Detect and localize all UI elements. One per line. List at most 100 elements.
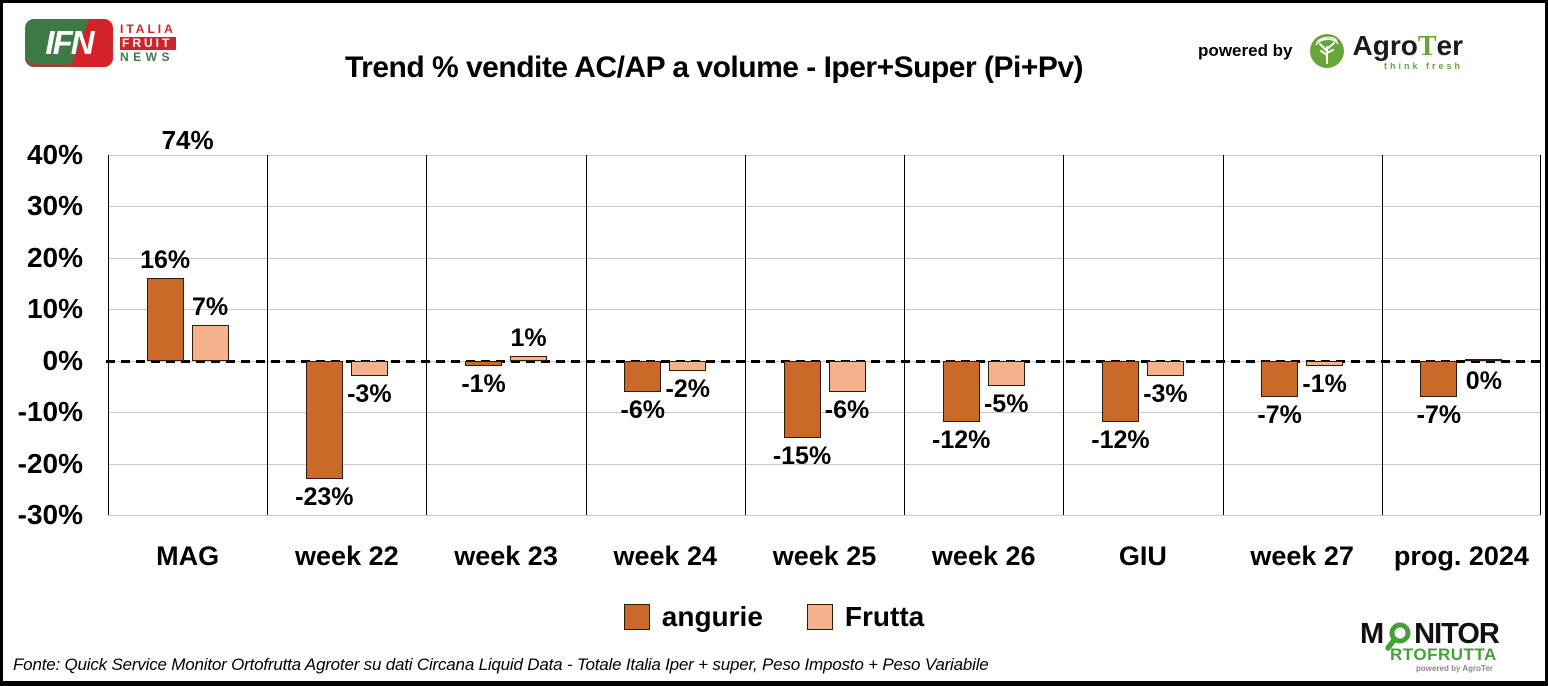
y-tick-label: -30% bbox=[17, 499, 83, 530]
powered-by-block: powered by AgroTer think fresh bbox=[1198, 31, 1463, 71]
bar-Frutta-prog. 2024 bbox=[1465, 358, 1503, 361]
legend-swatch-angurie bbox=[623, 604, 650, 630]
y-tick-label: 30% bbox=[26, 190, 83, 222]
bar-Frutta-week 26 bbox=[987, 360, 1025, 387]
ifn-word-news: NEWS bbox=[120, 49, 174, 64]
y-tick-label: 40% bbox=[26, 139, 83, 170]
bar-Frutta-week 25 bbox=[828, 360, 866, 392]
data-label: 1% bbox=[510, 323, 547, 352]
gridline bbox=[108, 515, 1541, 516]
x-tick-label: week 27 bbox=[1250, 541, 1354, 571]
data-label: -5% bbox=[983, 390, 1029, 419]
category-separator bbox=[426, 155, 428, 515]
bar-angurie-week 26 bbox=[942, 360, 980, 423]
category-separator bbox=[904, 155, 906, 515]
monitor-line1: M NITOR bbox=[1360, 618, 1500, 651]
ifn-wordmark: ITALIA FRUIT NEWS bbox=[120, 21, 176, 64]
data-label: 0% bbox=[1465, 366, 1502, 395]
bar-angurie-week 24 bbox=[624, 360, 662, 392]
y-tick-label: 0% bbox=[42, 344, 83, 376]
data-label: -12% bbox=[1091, 426, 1150, 455]
x-tick-label: GIU bbox=[1118, 541, 1167, 571]
powered-by-label: powered by bbox=[1198, 41, 1293, 60]
y-axis: 40% 30% 20% 10% 0% -10% -20% -30% bbox=[3, 139, 93, 530]
bar-angurie-GIU bbox=[1101, 360, 1139, 423]
agroter-logo: AgroTer think fresh bbox=[1307, 31, 1463, 71]
agroter-name: AgroTer bbox=[1352, 29, 1463, 62]
bar-Frutta-week 23 bbox=[510, 355, 548, 361]
bar-angurie-MAG bbox=[146, 278, 184, 361]
data-label: -3% bbox=[347, 380, 392, 409]
ifn-acronym: IFN bbox=[45, 24, 94, 61]
gridline bbox=[108, 206, 1541, 208]
ifn-word-italia: ITALIA bbox=[120, 21, 176, 36]
plot-right-edge bbox=[1540, 155, 1541, 515]
y-tick-label: -20% bbox=[17, 447, 83, 479]
data-label: -12% bbox=[932, 426, 991, 455]
bar-angurie-week 27 bbox=[1261, 360, 1299, 397]
data-label: -6% bbox=[824, 395, 870, 424]
legend-item-angurie: angurie bbox=[623, 601, 763, 633]
gridline bbox=[108, 257, 1541, 259]
monitor-line2: RTOFRUTTA bbox=[1390, 645, 1497, 664]
category-separator bbox=[1381, 155, 1383, 515]
bar-angurie-week 25 bbox=[783, 360, 821, 438]
monitor-ortofrutta-logo: M NITOR RTOFRUTTA powered by AgroTer bbox=[1360, 620, 1535, 673]
legend-label-frutta: Frutta bbox=[844, 601, 925, 632]
ifn-logo: IFN ITALIA FRUIT NEWS bbox=[25, 19, 176, 67]
data-label: -7% bbox=[1416, 400, 1462, 429]
x-tick-label: week 25 bbox=[772, 541, 877, 571]
legend-swatch-frutta bbox=[806, 604, 833, 630]
bar-Frutta-GIU bbox=[1146, 360, 1184, 377]
x-axis: MAG week 22 week 23 week 24 week 25 week 26 GI… bbox=[108, 541, 1541, 579]
x-tick-label: MAG bbox=[156, 541, 220, 571]
x-tick-label: week 24 bbox=[613, 541, 718, 571]
legend-label-angurie: angurie bbox=[661, 601, 763, 632]
annotation-label: 74% bbox=[161, 125, 214, 155]
plot-left-edge bbox=[108, 155, 109, 515]
legend: angurie Frutta bbox=[3, 601, 1545, 633]
data-label: -3% bbox=[1143, 380, 1188, 409]
data-label: -1% bbox=[461, 369, 506, 398]
data-label: 16% bbox=[140, 246, 191, 275]
bar-angurie-week 22 bbox=[305, 360, 343, 479]
bar-angurie-prog. 2024 bbox=[1420, 360, 1458, 397]
data-label: -23% bbox=[295, 483, 354, 511]
bar-angurie-week 23 bbox=[465, 360, 503, 366]
gridline bbox=[108, 309, 1541, 311]
zero-line bbox=[106, 359, 1545, 363]
ifn-word-fruit: FRUIT bbox=[120, 36, 176, 50]
bar-Frutta-week 24 bbox=[669, 360, 707, 371]
agroter-wordmark: AgroTer think fresh bbox=[1352, 29, 1463, 71]
category-separator bbox=[1222, 155, 1224, 515]
chart-title: Trend % vendite AC/AP a volume - Iper+Su… bbox=[344, 51, 1084, 84]
magnifier-icon bbox=[1385, 622, 1411, 651]
gridline bbox=[108, 412, 1541, 414]
tree-icon bbox=[1309, 34, 1344, 68]
category-separator bbox=[1063, 155, 1065, 515]
bar-Frutta-week 27 bbox=[1306, 360, 1344, 366]
x-tick-label: prog. 2024 bbox=[1393, 541, 1529, 571]
bar-Frutta-week 22 bbox=[350, 360, 388, 377]
gridline bbox=[108, 463, 1541, 465]
data-label: 7% bbox=[192, 292, 229, 321]
gridline bbox=[108, 155, 1541, 156]
y-tick-label: 20% bbox=[26, 241, 83, 273]
data-label: -6% bbox=[620, 395, 665, 424]
y-tick-label: 10% bbox=[26, 293, 83, 325]
bar-Frutta-MAG bbox=[191, 324, 229, 361]
ifn-badge-icon: IFN bbox=[25, 19, 113, 67]
source-note: Fonte: Quick Service Monitor Ortofrutta … bbox=[13, 655, 989, 674]
y-tick-label: -10% bbox=[17, 396, 83, 428]
legend-item-frutta: Frutta bbox=[806, 601, 925, 633]
data-label: -15% bbox=[772, 441, 832, 470]
x-tick-label: week 22 bbox=[295, 541, 399, 571]
data-label: -2% bbox=[665, 375, 710, 403]
monitor-powered-by: powered by AgroTer bbox=[1416, 664, 1493, 673]
x-tick-label: week 26 bbox=[931, 541, 1036, 571]
agroter-tagline: think fresh bbox=[1383, 60, 1463, 71]
category-separator bbox=[744, 155, 746, 515]
data-label: -1% bbox=[1302, 369, 1347, 398]
x-tick-label: week 23 bbox=[454, 541, 558, 571]
